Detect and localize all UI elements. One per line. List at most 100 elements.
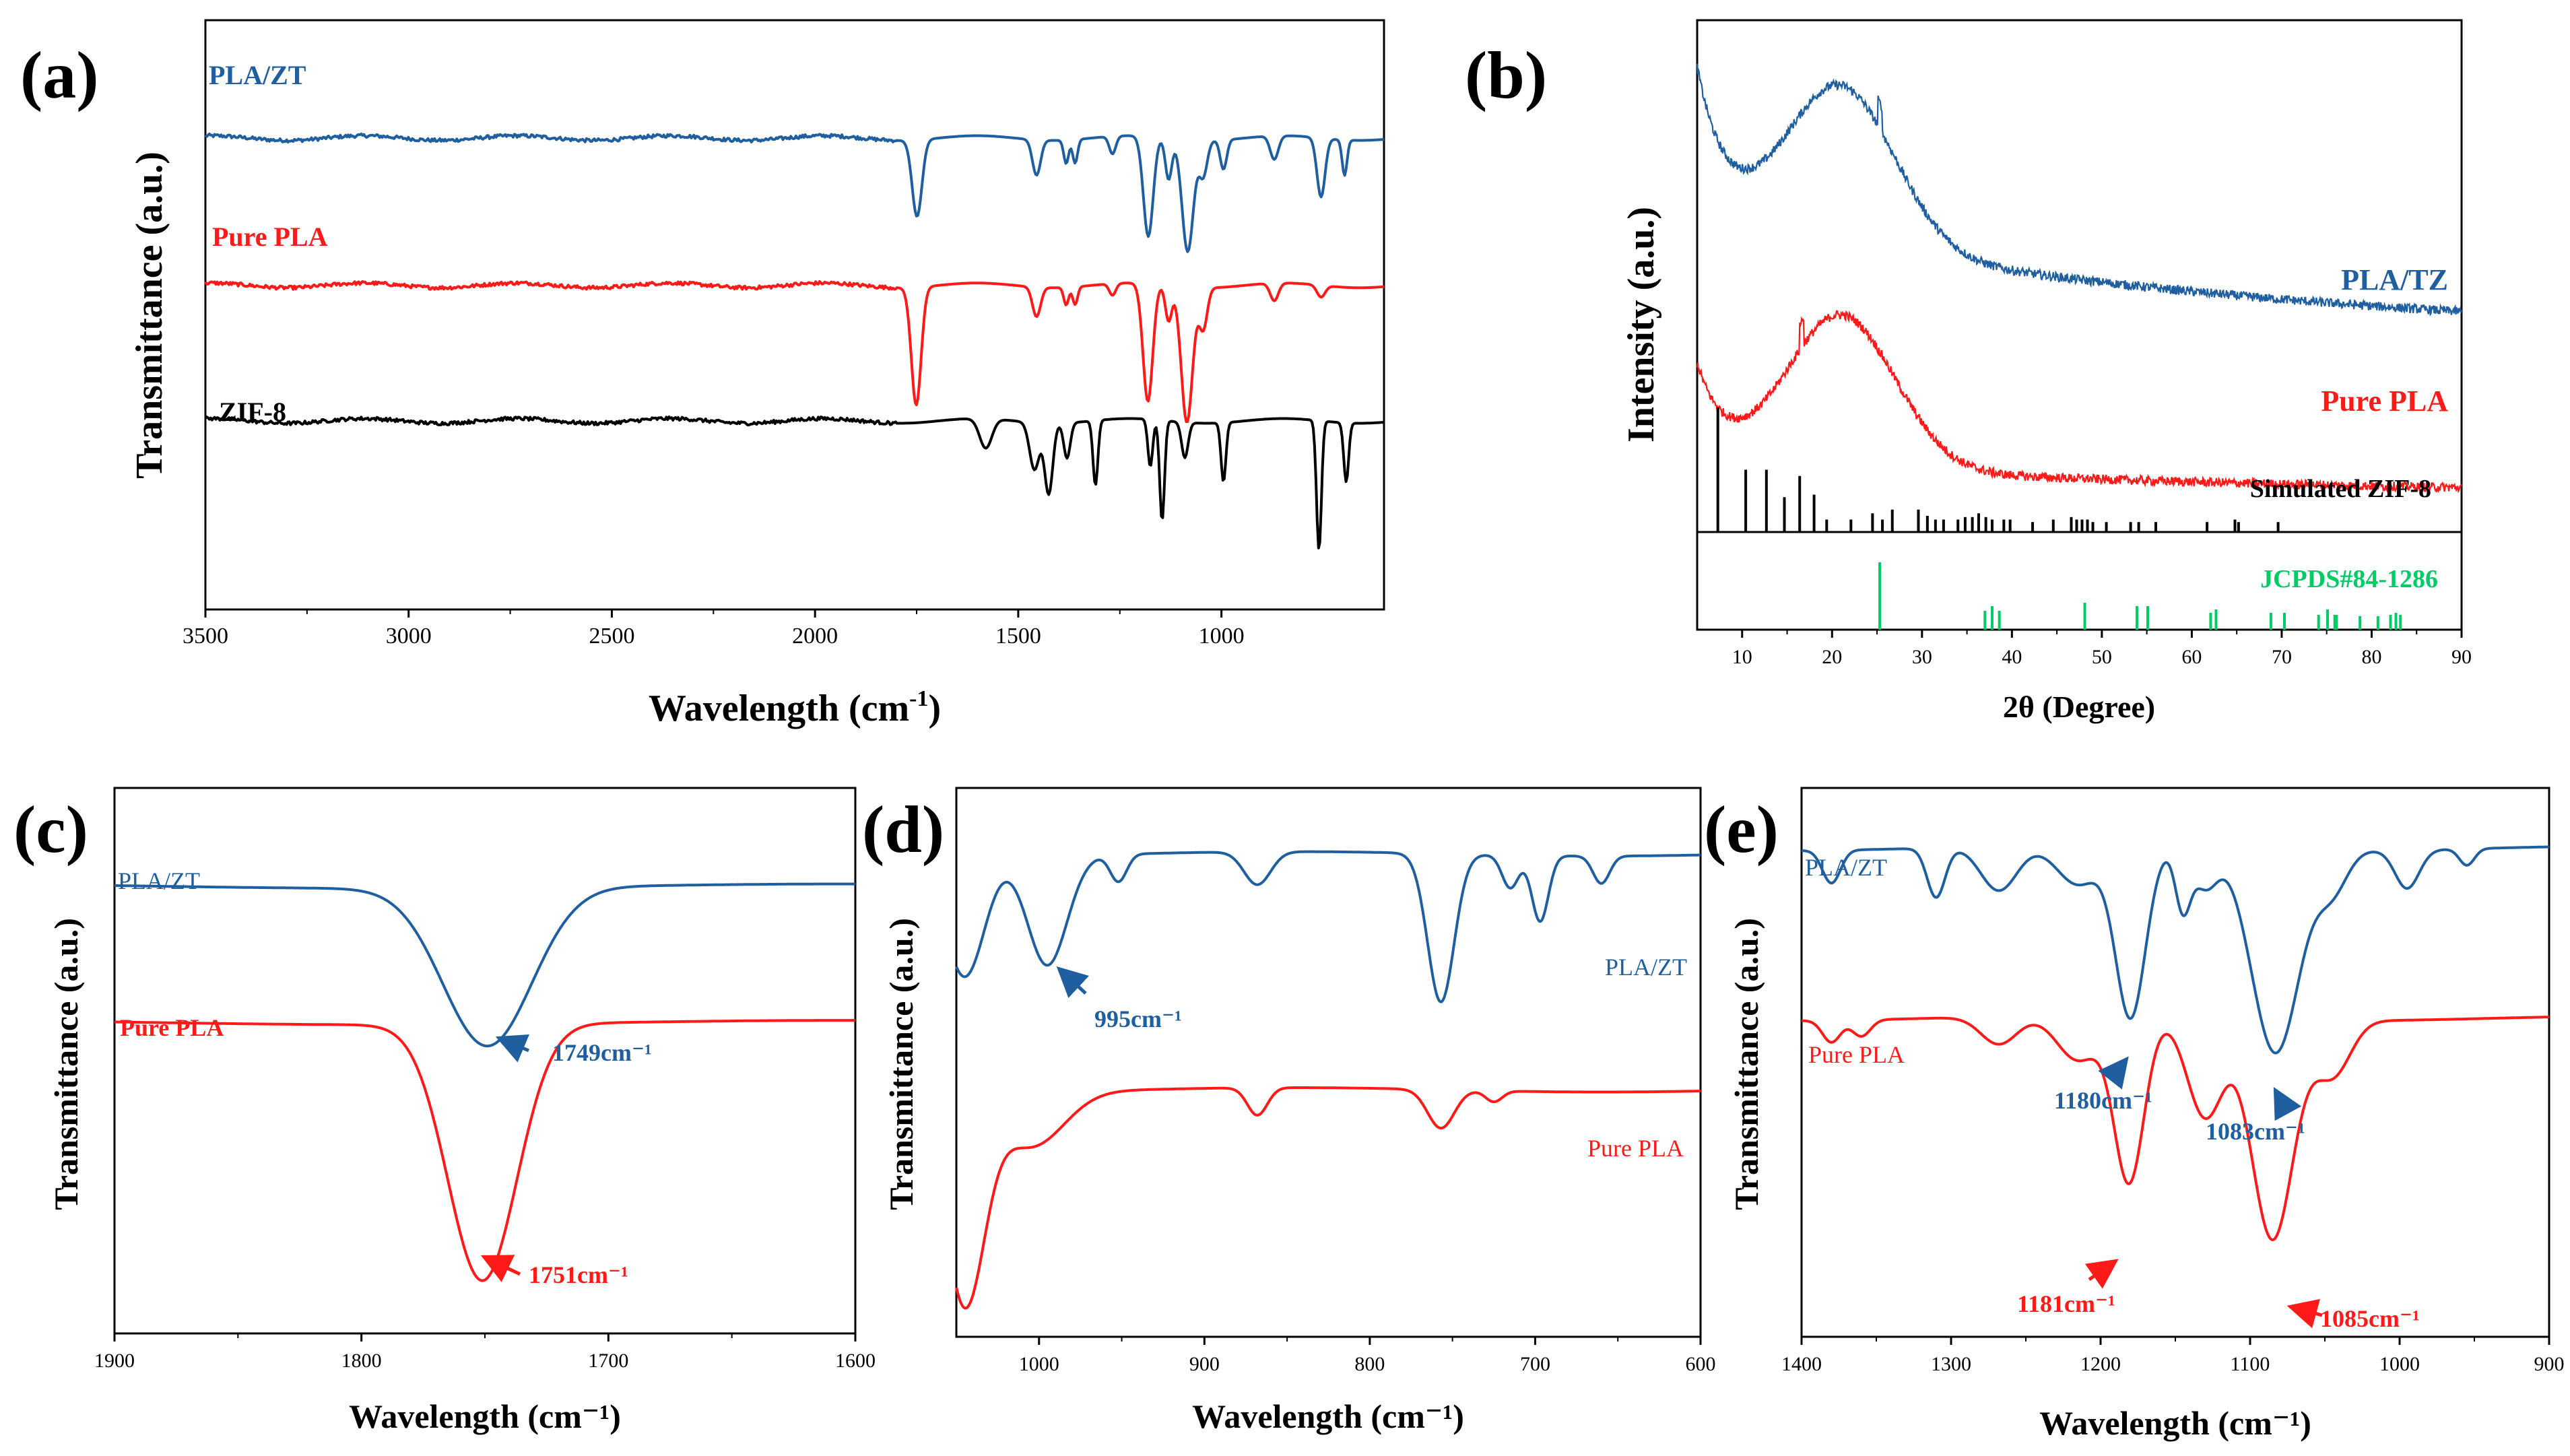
x-tick-label-a: 3500 [183,624,228,649]
curves-e [1801,845,2550,1241]
stick-patterns-b [1716,407,2402,630]
series-label-pla-tz-b: PLA/TZ [2341,263,2448,296]
panel-d: (d) 1000 900 800 700 600 PLA/ZT Pure PLA 995… [862,787,1716,1435]
plot-frame-c [113,787,857,1335]
x-ticks-e: 1400 1300 1200 1100 1000 900 [1781,1337,2565,1375]
x-tick-label-d: 1000 [1019,1353,1059,1375]
x-tick-label-c: 1800 [341,1350,382,1372]
plot-frame-b [1696,19,2463,631]
x-ticks-c: 1900 1800 1700 1600 [94,1333,876,1372]
series-label-pla-zt-a: PLA/ZT [209,60,306,90]
series-line-d-1 [955,1086,1701,1310]
series-line-b-0 [1696,63,2462,317]
series-line-e-0 [1801,845,2550,1055]
x-tick-label-e: 1200 [2080,1353,2121,1375]
x-tick-label-b: 20 [1822,646,1842,668]
curves-a [204,132,1385,550]
series-line-a-0 [204,132,1385,253]
x-tick-label-d: 900 [1189,1353,1220,1375]
panel-label-d: (d) [862,792,944,867]
annotation-arrow-1181 [2084,1259,2119,1289]
series-label-zif8-a: ZIF-8 [219,397,286,427]
x-tick-label-e: 1300 [1931,1353,1971,1375]
annotation-1181: 1181cm⁻¹ [2017,1290,2115,1317]
series-line-c-1 [114,1019,856,1282]
series-label-pla-zt-e: PLA/ZT [1805,854,1887,881]
series-label-pure-pla-a: Pure PLA [212,222,328,252]
panel-label-a: (a) [20,38,99,112]
y-axis-title-e: Transmittance (a.u.) [1727,918,1765,1210]
x-axis-title-a: Wavelength (cm-1) [649,686,941,729]
x-axis-title-d: Wavelength (cm⁻¹) [1192,1397,1464,1435]
series-label-pure-pla-d: Pure PLA [1587,1135,1684,1162]
x-tick-label-a: 1500 [995,624,1041,649]
x-tick-label-e: 1000 [2379,1353,2420,1375]
annotation-arrow-1749 [495,1034,530,1063]
annotation-1085: 1085cm⁻¹ [2320,1305,2420,1332]
x-axis-title-b: 2θ (Degree) [2003,690,2155,724]
x-tick-label-c: 1900 [94,1350,135,1372]
x-tick-label-b: 80 [2361,646,2381,668]
series-label-pure-pla-b: Pure PLA [2321,385,2448,418]
x-tick-label-d: 700 [1520,1353,1550,1375]
x-tick-label-b: 30 [1912,646,1932,668]
annotation-arrow-995 [1056,966,1090,999]
x-tick-label-a: 1000 [1199,624,1245,649]
annotation-arrow-1083 [2273,1087,2302,1121]
x-axis-title-e: Wavelength (cm⁻¹) [2039,1404,2311,1442]
x-tick-label-e: 1400 [1781,1353,1822,1375]
series-label-pla-zt-c: PLA/ZT [118,867,200,894]
panel-a: (a) 3500 3000 2500 2000 1500 1000 PLA/ZT Pure… [20,19,1385,729]
x-ticks-b: 10 20 30 40 50 60 70 80 90 [1732,630,2472,668]
stick-label-jcpds-b: JCPDS#84-1286 [2260,565,2438,593]
series-line-a-1 [204,280,1385,424]
panel-b: (b) 10 20 30 40 50 60 70 80 90 PLA/TZ Pure PLA S… [1465,19,2472,724]
annotation-1180: 1180cm⁻¹ [2054,1087,2152,1114]
y-axis-title-b: Intensity (a.u.) [1620,207,1662,442]
annotation-1749: 1749cm⁻¹ [552,1039,652,1066]
plot-frame-e [1800,787,2550,1338]
panel-label-c: (c) [13,792,88,867]
x-tick-label-b: 50 [2092,646,2112,668]
curves-b [1696,63,2462,494]
x-tick-label-d: 800 [1354,1353,1385,1375]
x-tick-label-b: 70 [2272,646,2292,668]
x-tick-label-a: 3000 [386,624,432,649]
x-tick-label-a: 2000 [792,624,838,649]
x-axis-title-c: Wavelength (cm⁻¹) [349,1397,621,1435]
panel-e: (e) 1400 1300 1200 1100 1000 900 PLA/ZT Pure … [1704,787,2565,1442]
annotation-arrow-1751 [480,1255,521,1282]
x-ticks-a: 3500 3000 2500 2000 1500 1000 [183,609,1245,649]
x-tick-label-e: 1100 [2231,1353,2270,1375]
series-line-a-2 [204,415,1385,550]
y-axis-title-d: Transmittance (a.u.) [882,918,920,1210]
y-axis-title-a: Transmittance (a.u.) [129,152,170,479]
series-label-pla-zt-d: PLA/ZT [1605,954,1687,981]
curves-c [114,882,856,1282]
plot-frame-a [204,19,1385,611]
panel-label-e: (e) [1704,792,1779,867]
panel-c: (c) 1900 1800 1700 1600 PLA/ZT Pure PLA 174… [13,787,876,1435]
x-tick-label-e: 900 [2534,1353,2565,1375]
annotation-1751: 1751cm⁻¹ [529,1261,628,1288]
annotation-arrow-1180 [2098,1056,2129,1090]
x-tick-label-c: 1700 [588,1350,628,1372]
x-tick-label-a: 2500 [589,624,634,649]
series-line-d-0 [955,850,1701,1003]
x-tick-label-c: 1600 [835,1350,876,1372]
x-tick-label-b: 90 [2451,646,2472,668]
annotation-995: 995cm⁻¹ [1094,1005,1182,1032]
plot-frame-d [955,787,1702,1338]
x-ticks-d: 1000 900 800 700 600 [1019,1337,1716,1375]
series-label-pure-pla-e: Pure PLA [1808,1041,1905,1068]
annotation-1083: 1083cm⁻¹ [2206,1118,2305,1145]
x-tick-label-b: 10 [1732,646,1752,668]
curves-d [955,850,1701,1310]
stick-label-zif8-b: Simulated ZIF-8 [2250,475,2431,503]
x-tick-label-d: 600 [1686,1353,1716,1375]
x-tick-label-b: 60 [2181,646,2202,668]
x-tick-label-b: 40 [2002,646,2022,668]
panel-label-b: (b) [1465,38,1547,112]
annotation-arrow-1085 [2286,1298,2323,1329]
